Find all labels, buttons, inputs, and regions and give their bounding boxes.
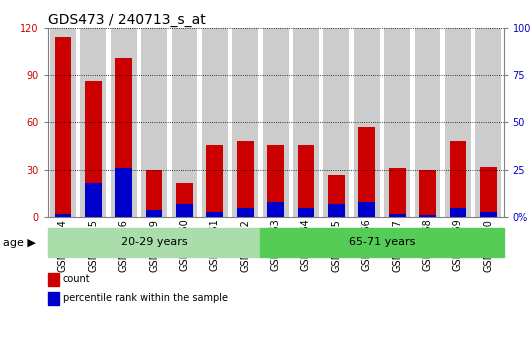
Bar <box>260 228 504 257</box>
Bar <box>237 141 253 217</box>
Bar <box>55 214 71 217</box>
Bar <box>358 127 375 217</box>
Text: percentile rank within the sample: percentile rank within the sample <box>63 294 227 303</box>
Bar <box>419 170 436 217</box>
Text: GDS473 / 240713_s_at: GDS473 / 240713_s_at <box>48 12 206 27</box>
Text: age ▶: age ▶ <box>3 238 36 248</box>
Text: 20-29 years: 20-29 years <box>121 237 188 247</box>
Bar <box>445 28 471 217</box>
Bar <box>172 28 197 217</box>
Bar <box>146 170 162 217</box>
Bar <box>298 208 314 217</box>
Bar <box>55 37 71 217</box>
Bar <box>475 28 501 217</box>
Bar <box>85 81 102 217</box>
Bar <box>85 183 102 217</box>
Bar <box>267 145 284 217</box>
Bar <box>146 210 162 217</box>
Text: count: count <box>63 275 90 284</box>
Bar <box>293 28 319 217</box>
Bar <box>176 204 193 217</box>
Bar <box>328 204 344 217</box>
Bar <box>323 28 349 217</box>
Bar <box>449 141 466 217</box>
Bar <box>81 28 106 217</box>
Text: 65-71 years: 65-71 years <box>349 237 415 247</box>
Bar <box>414 28 440 217</box>
Bar <box>116 168 132 217</box>
Bar <box>207 211 223 217</box>
Bar <box>358 202 375 217</box>
Bar <box>480 211 497 217</box>
Bar <box>116 58 132 217</box>
Bar <box>232 28 258 217</box>
Bar <box>111 28 137 217</box>
Bar <box>449 208 466 217</box>
Bar <box>354 28 379 217</box>
Bar <box>237 208 253 217</box>
Bar <box>419 215 436 217</box>
Bar <box>141 28 167 217</box>
Bar <box>480 167 497 217</box>
Bar <box>202 28 228 217</box>
Bar <box>48 228 260 257</box>
Bar <box>298 145 314 217</box>
Bar <box>384 28 410 217</box>
Bar <box>328 175 344 217</box>
Bar <box>50 28 76 217</box>
Bar <box>389 214 405 217</box>
Bar <box>207 145 223 217</box>
Bar <box>267 202 284 217</box>
Bar <box>389 168 405 217</box>
Bar <box>263 28 288 217</box>
Bar <box>176 183 193 217</box>
